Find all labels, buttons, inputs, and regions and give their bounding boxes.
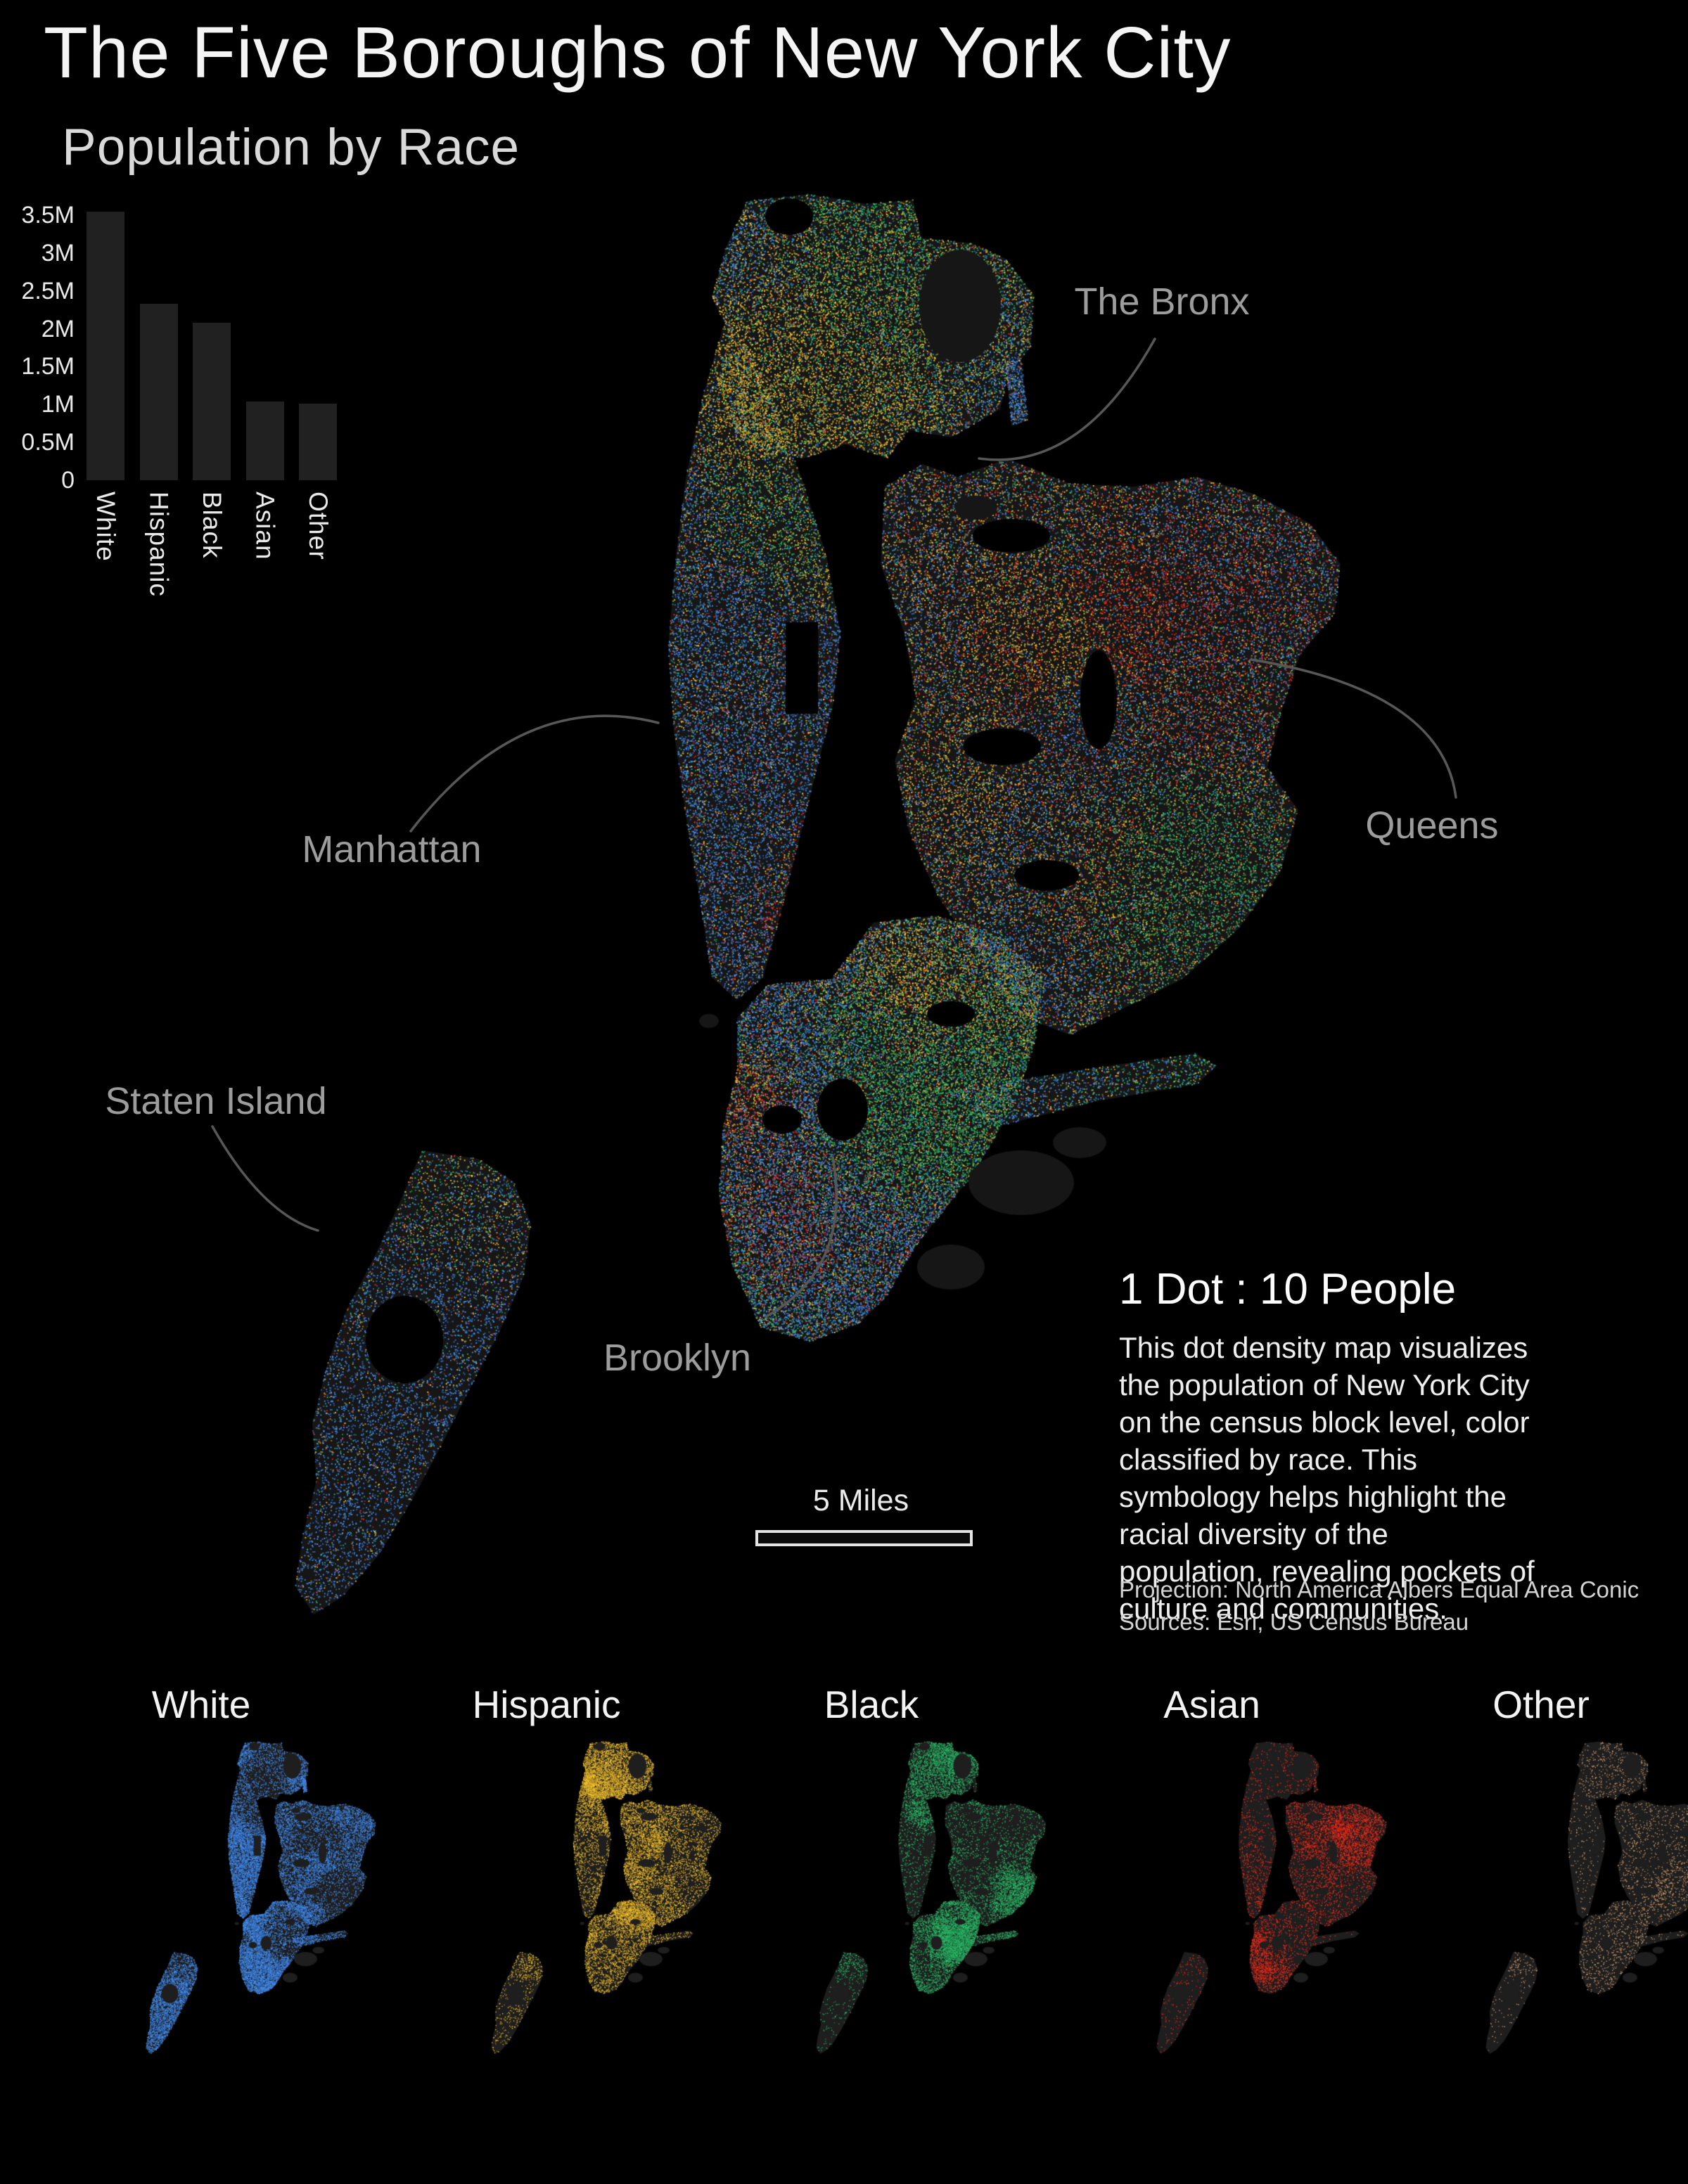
bar-other xyxy=(299,404,337,480)
projection-note: Projection: North America Albers Equal A… xyxy=(1119,1576,1639,1602)
borough-label-manhattan: Manhattan xyxy=(302,828,482,871)
small-multiple-label-other: Other xyxy=(1492,1683,1590,1726)
y-axis-tick-label: 1M xyxy=(41,391,75,418)
y-axis-tick-label: 3.5M xyxy=(21,202,75,229)
y-axis-tick-label: 0 xyxy=(61,467,75,494)
scale-bar-label: 5 Miles xyxy=(812,1484,909,1517)
bar-asian xyxy=(245,401,284,480)
borough-label-staten-island: Staten Island xyxy=(105,1080,327,1122)
small-multiple-label-black: Black xyxy=(824,1683,919,1726)
x-axis-category-label: Asian xyxy=(250,492,280,560)
scale-bar xyxy=(755,1530,973,1546)
page-title: The Five Boroughs of New York City xyxy=(44,12,1232,93)
y-axis-tick-label: 0.5M xyxy=(21,429,75,456)
small-multiple-label-asian: Asian xyxy=(1163,1683,1260,1726)
x-axis-category-label: Other xyxy=(304,492,333,560)
y-axis-tick-label: 2M xyxy=(41,315,75,342)
sources-note: Sources: Esri, US Census Bureau xyxy=(1119,1609,1469,1635)
bar-hispanic xyxy=(139,304,178,480)
borough-label-queens: Queens xyxy=(1365,804,1499,847)
map-description: This dot density map visualizes the popu… xyxy=(1119,1331,1535,1625)
page-subtitle: Population by Race xyxy=(62,119,520,176)
bar-black xyxy=(193,322,231,480)
x-axis-category-label: White xyxy=(91,492,120,562)
y-axis-tick-label: 1.5M xyxy=(21,353,75,380)
x-axis-category-label: Hispanic xyxy=(144,492,174,597)
small-multiple-label-white: White xyxy=(151,1683,251,1726)
x-axis-category-label: Black xyxy=(198,492,226,559)
borough-label-the-bronx: The Bronx xyxy=(1074,281,1250,323)
borough-label-brooklyn: Brooklyn xyxy=(603,1337,752,1379)
y-axis-tick-label: 3M xyxy=(41,239,75,266)
bar-white xyxy=(87,211,124,480)
dot-ratio-heading: 1 Dot : 10 People xyxy=(1119,1265,1457,1313)
y-axis-tick-label: 2.5M xyxy=(21,277,75,304)
small-multiple-label-hispanic: Hispanic xyxy=(472,1683,621,1726)
